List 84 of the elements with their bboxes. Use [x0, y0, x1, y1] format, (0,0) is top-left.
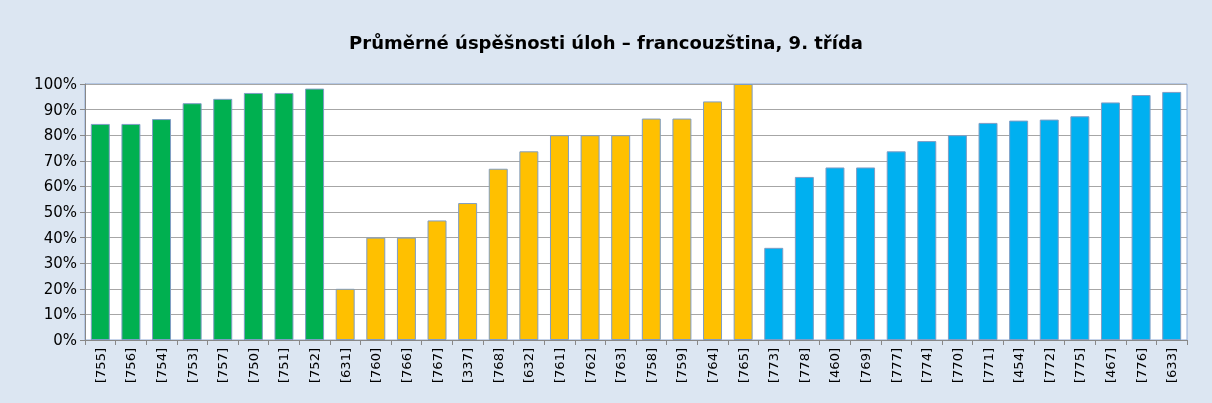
bar: [764, 247, 784, 340]
x-tick-label: [758]: [643, 348, 659, 383]
bar: [243, 92, 263, 340]
bar: [641, 118, 661, 340]
x-tick-label: [633]: [1164, 348, 1180, 383]
bar: [396, 237, 416, 340]
x-tick-label: [776]: [1133, 348, 1149, 383]
y-tick-label: 50%: [43, 203, 77, 221]
bar: [427, 220, 447, 340]
x-tick-label: [632]: [521, 348, 537, 383]
x-tick-label: [454]: [1011, 348, 1027, 383]
x-tick-label: [770]: [949, 348, 965, 383]
x-tick-label: [757]: [215, 348, 231, 383]
x-tick-label: [337]: [460, 348, 476, 383]
chart-title: Průměrné úspěšnosti úloh – francouzština, 9. třída: [349, 31, 863, 53]
bar: [733, 84, 753, 340]
bar: [1039, 119, 1059, 340]
bar: [978, 122, 998, 340]
x-tick-label: [767]: [429, 348, 445, 383]
bar: [917, 141, 937, 340]
x-tick-label: [460]: [827, 348, 843, 383]
x-tick-label: [631]: [337, 348, 353, 383]
bar: [825, 167, 845, 340]
x-tick-label: [766]: [398, 348, 414, 383]
x-tick-label: [771]: [980, 348, 996, 383]
x-tick-label: [778]: [796, 348, 812, 383]
bar: [182, 103, 202, 340]
bar: [458, 203, 478, 340]
bar: [947, 135, 967, 340]
bar: [213, 98, 233, 340]
x-tick-label: [762]: [582, 348, 598, 383]
x-tick-label: [760]: [368, 348, 384, 383]
bar: [1131, 95, 1151, 340]
bar: [274, 92, 294, 340]
bar: [488, 168, 508, 340]
x-tick-label: [777]: [888, 348, 904, 383]
y-tick-label: 0%: [53, 331, 77, 349]
bar: [1009, 120, 1029, 340]
y-tick-label: 80%: [43, 126, 77, 145]
x-tick-label: [768]: [490, 348, 506, 383]
y-tick-label: 40%: [43, 228, 77, 247]
bar: [549, 135, 569, 340]
bar: [1162, 91, 1182, 340]
x-tick-label: [756]: [123, 348, 139, 383]
x-tick-label: [765]: [735, 348, 751, 383]
x-tick-label: [759]: [674, 348, 690, 383]
bar: [856, 167, 876, 340]
y-tick-label: 30%: [43, 254, 77, 273]
bar: [1100, 102, 1120, 340]
y-tick-label: 60%: [43, 177, 77, 196]
y-tick-label: 20%: [43, 279, 77, 298]
x-tick-label: [753]: [184, 348, 200, 383]
x-tick-label: [751]: [276, 348, 292, 383]
x-tick-label: [752]: [307, 348, 323, 383]
bar: [886, 151, 906, 340]
bar: [335, 288, 355, 340]
bar: [519, 151, 539, 340]
bar: [90, 123, 110, 340]
bar: [305, 88, 325, 340]
y-tick-label: 90%: [43, 100, 77, 119]
x-tick-label: [761]: [551, 348, 567, 383]
x-tick-label: [772]: [1041, 348, 1057, 383]
bar: [152, 119, 172, 340]
x-tick-label: [467]: [1102, 348, 1118, 383]
x-tick-label: [763]: [613, 348, 629, 383]
x-tick-label: [754]: [154, 348, 170, 383]
bar: [121, 123, 141, 340]
bar: [703, 101, 723, 340]
bar: [794, 176, 814, 340]
x-tick-label: [774]: [919, 348, 935, 383]
y-tick-label: 10%: [43, 305, 77, 324]
bar: [611, 135, 631, 340]
x-tick-label: [773]: [766, 348, 782, 383]
x-tick-label: [769]: [858, 348, 874, 383]
bar: [672, 118, 692, 340]
x-tick-label: [764]: [705, 348, 721, 383]
bar: [366, 237, 386, 340]
x-tick-label: [755]: [92, 348, 108, 383]
bar: [1070, 116, 1090, 340]
x-tick-label: [775]: [1072, 348, 1088, 383]
y-tick-label: 100%: [34, 75, 77, 93]
bar: [580, 135, 600, 340]
y-tick-label: 70%: [43, 151, 77, 170]
x-tick-label: [750]: [245, 348, 261, 383]
